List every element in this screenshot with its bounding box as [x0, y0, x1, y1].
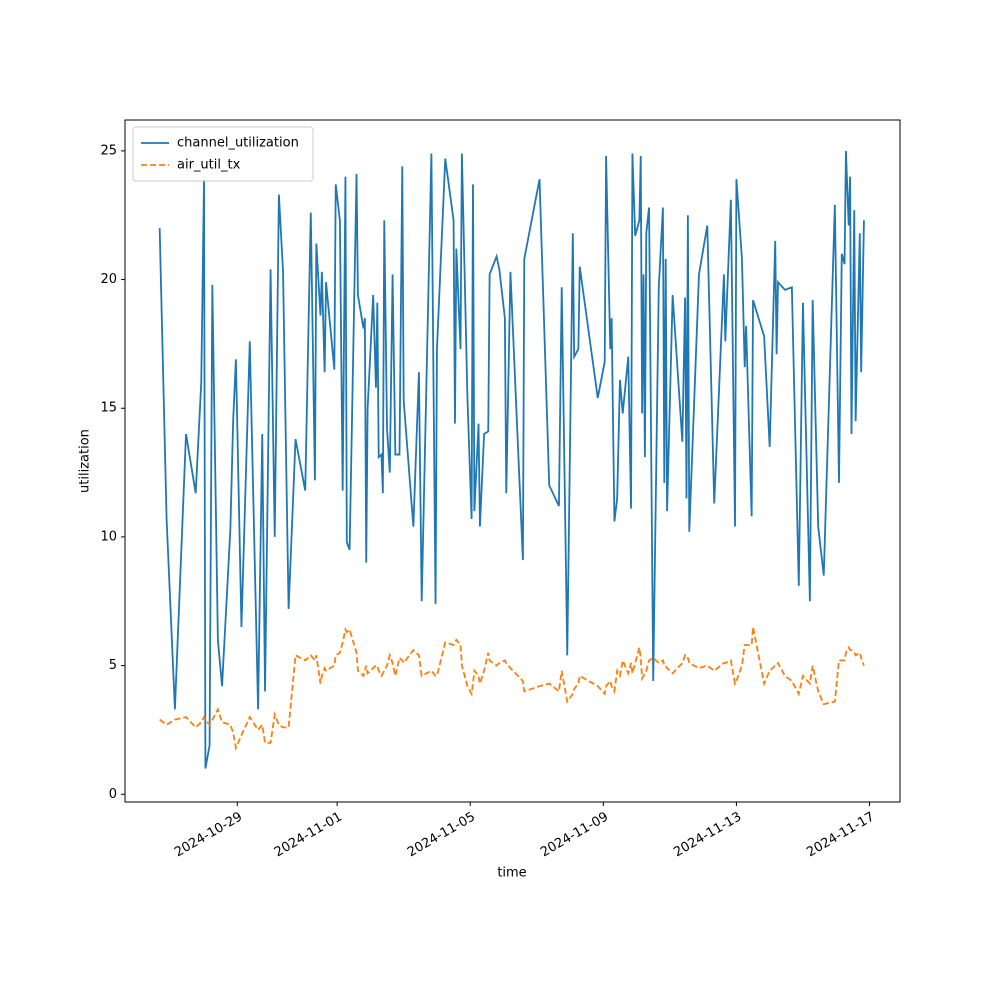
- line-series: [158, 150, 865, 769]
- y-axis-label: utilization: [78, 429, 93, 493]
- y-tick-label: 10: [100, 529, 117, 544]
- legend-label: channel_utilization: [177, 136, 299, 151]
- y-tick-label: 0: [109, 787, 117, 802]
- plot-frame: [124, 119, 901, 803]
- y-tick-label: 15: [100, 401, 117, 416]
- legend-label: air_util_tx: [177, 158, 241, 173]
- y-tick-label: 5: [109, 658, 117, 673]
- legend: channel_utilization air_util_tx: [132, 126, 314, 182]
- x-axis-label: time: [497, 866, 526, 881]
- line-series: [159, 626, 865, 752]
- legend-box: [132, 126, 314, 182]
- y-tick-label: 20: [100, 272, 117, 287]
- y-tick-label: 25: [100, 143, 117, 158]
